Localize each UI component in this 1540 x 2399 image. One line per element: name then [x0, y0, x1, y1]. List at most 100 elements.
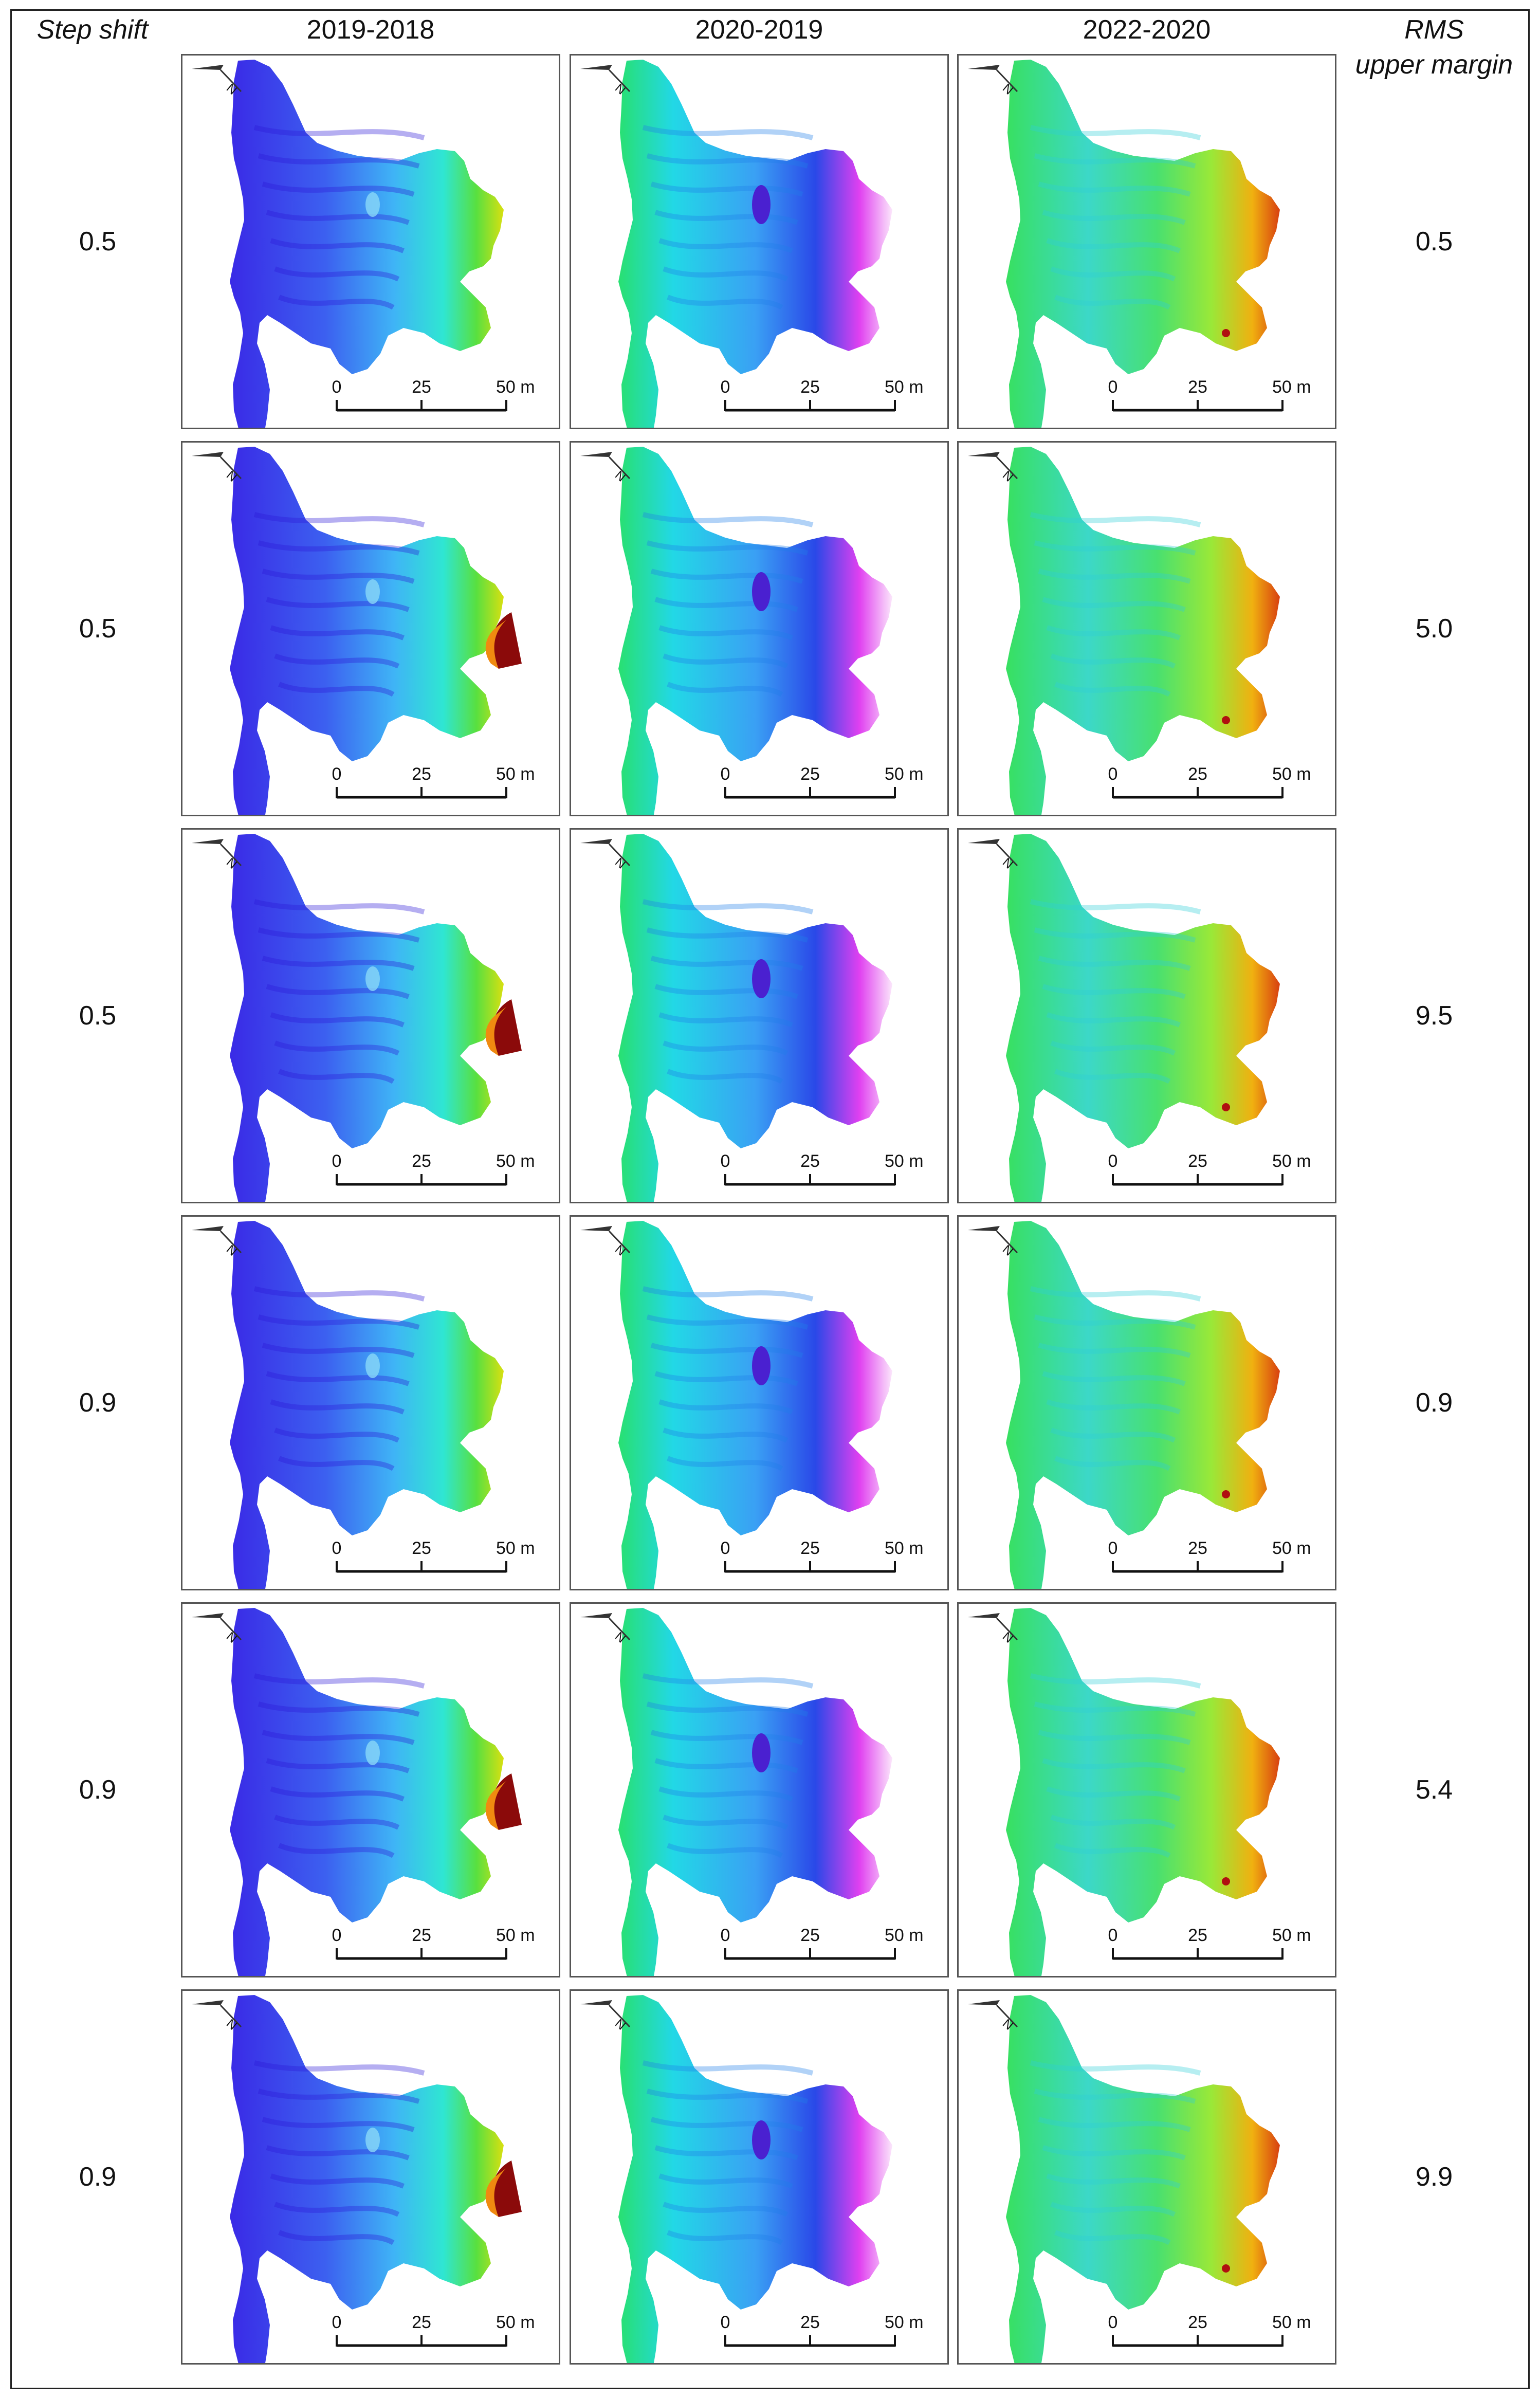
surface-streak [1030, 1673, 1201, 1689]
surface-streak [1030, 512, 1201, 527]
surface-streak [646, 927, 809, 943]
north-arrow-icon: N [192, 1613, 242, 1646]
difference-map: N 0 25 50 m [580, 1221, 924, 1589]
surface-spot [365, 966, 380, 991]
scale-bar: 0 25 50 m [332, 764, 535, 799]
scale-tick-label: 0 [332, 1926, 342, 1945]
map-panel: N 0 25 50 m [181, 1215, 560, 1590]
surface-streak [654, 1758, 798, 1773]
surface-streak [663, 2202, 789, 2217]
depression-spot [752, 1346, 771, 1385]
surface-streak [278, 1843, 395, 1858]
header-rms-line2: upper margin [1355, 50, 1513, 80]
difference-map: N 0 25 50 m [580, 1995, 924, 2363]
scale-tick-label: 50 m [1272, 764, 1311, 784]
north-arrow-icon: N [580, 1613, 631, 1646]
map-panel: N 0 25 50 m [570, 1989, 949, 2365]
deformation-surface [230, 60, 504, 428]
north-arrow-icon: N [192, 1226, 242, 1259]
surface-streak [262, 1343, 415, 1358]
row-label-step-shift: 0.9 [79, 1388, 117, 1418]
surface-streak [646, 1314, 809, 1330]
header-col-2019-2018: 2019-2018 [306, 15, 435, 45]
surface-streak [646, 540, 809, 556]
scale-tick-label: 50 m [496, 377, 535, 397]
scale-tick-label: 50 m [496, 1926, 535, 1945]
surface-streak [258, 1314, 420, 1330]
difference-map: N 0 25 50 m [968, 60, 1311, 428]
surface-streak [1038, 956, 1191, 971]
scale-tick-label: 50 m [885, 1151, 924, 1171]
north-arrow-icon: N [968, 1613, 1018, 1646]
row-label-step-shift: 0.5 [79, 227, 117, 257]
surface-streak [658, 238, 793, 253]
scale-tick-label: 0 [1108, 1539, 1118, 1558]
surface-streak [1038, 1343, 1191, 1358]
surface-streak [258, 153, 420, 169]
scale-tick-label: 50 m [496, 1151, 535, 1171]
row-label-rms-upper-margin: 0.9 [1415, 1388, 1453, 1418]
scale-tick-label: 25 [800, 764, 820, 784]
north-arrow-icon: N [192, 65, 242, 98]
scale-tick-label: 0 [1108, 1926, 1118, 1945]
surface-streak [642, 1673, 814, 1689]
surface-streak [1038, 181, 1191, 197]
row-label-step-shift: 0.5 [79, 614, 117, 644]
deformation-surface [1006, 60, 1280, 428]
surface-streak [278, 1069, 395, 1084]
scale-tick-label: 0 [1108, 764, 1118, 784]
hotspot [1222, 716, 1230, 724]
scale-tick-label: 0 [721, 377, 730, 397]
surface-streak [658, 1786, 793, 1802]
surface-streak [1042, 210, 1186, 225]
surface-streak [270, 2173, 405, 2189]
surface-streak [1046, 1786, 1181, 1802]
surface-streak [667, 1843, 783, 1858]
surface-streak [1050, 2202, 1176, 2217]
surface-streak [667, 1456, 783, 1471]
deformation-surface [230, 834, 504, 1202]
surface-streak [1046, 1012, 1181, 1028]
deformation-surface [230, 1221, 504, 1589]
depression-spot [752, 1733, 771, 1772]
surface-streak [1054, 1069, 1171, 1084]
map-panel: N 0 25 50 m [957, 828, 1336, 1203]
scale-tick-label: 50 m [885, 1926, 924, 1945]
scale-bar: 0 25 50 m [721, 1926, 924, 1960]
scale-tick-label: 0 [721, 1926, 730, 1945]
surface-streak [658, 1012, 793, 1028]
surface-streak [1046, 625, 1181, 640]
surface-streak [650, 1730, 803, 1745]
row-label-step-shift: 0.9 [79, 2162, 117, 2192]
scale-bar: 0 25 50 m [332, 377, 535, 412]
difference-map: N 0 25 50 m [580, 1608, 924, 1976]
difference-map: N 0 25 50 m [580, 834, 924, 1202]
surface-streak [642, 899, 814, 914]
surface-streak [1042, 2145, 1186, 2160]
surface-streak [274, 1427, 400, 1443]
scale-tick-label: 25 [412, 1926, 431, 1945]
difference-map: N 0 25 50 m [968, 1995, 1311, 2363]
scale-tick-label: 25 [800, 2313, 820, 2332]
surface-streak [253, 1286, 425, 1302]
surface-streak [654, 1371, 798, 1386]
map-panel: N 0 25 50 m [181, 1989, 560, 2365]
map-panel: N 0 25 50 m [570, 1215, 949, 1590]
surface-streak [1054, 1456, 1171, 1471]
scale-tick-label: 50 m [885, 377, 924, 397]
scale-tick-label: 50 m [1272, 2313, 1311, 2332]
row-label-rms-upper-margin: 0.5 [1415, 227, 1453, 257]
surface-streak [253, 2060, 425, 2076]
surface-streak [253, 1673, 425, 1689]
hotspot [1222, 1877, 1230, 1885]
surface-streak [1030, 2060, 1201, 2076]
row-label-rms-upper-margin: 5.0 [1415, 614, 1453, 644]
deformation-surface [618, 1221, 892, 1589]
scale-bar: 0 25 50 m [1108, 1539, 1311, 1573]
scale-bar: 0 25 50 m [1108, 1151, 1311, 1186]
surface-streak [266, 210, 410, 225]
deformation-surface [618, 834, 892, 1202]
scale-tick-label: 0 [332, 377, 342, 397]
north-arrow-icon: N [192, 452, 242, 485]
difference-map: N 0 25 50 m [968, 1221, 1311, 1589]
